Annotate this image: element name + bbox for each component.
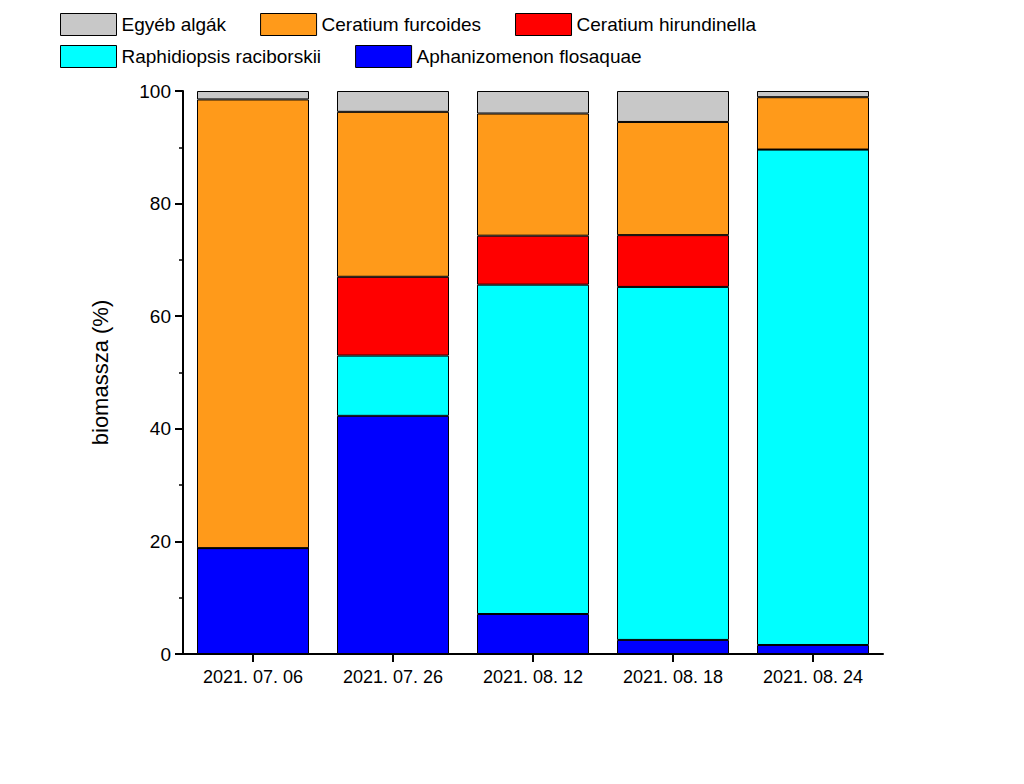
svg-text:60: 60 [150,306,171,327]
svg-text:100: 100 [139,81,171,102]
svg-text:Ceratium hirundinella: Ceratium hirundinella [577,14,757,35]
svg-text:80: 80 [150,193,171,214]
svg-text:2021. 07. 06: 2021. 07. 06 [203,667,303,687]
svg-text:Aphanizomenon flosaquae: Aphanizomenon flosaquae [417,46,642,67]
svg-text:biomassza (%): biomassza (%) [88,300,113,445]
svg-text:Ceratium furcoides: Ceratium furcoides [322,14,481,35]
svg-text:2021. 08. 12: 2021. 08. 12 [483,667,583,687]
svg-text:0: 0 [160,644,171,665]
svg-text:2021. 08. 18: 2021. 08. 18 [623,667,723,687]
svg-text:40: 40 [150,418,171,439]
svg-text:2021. 08. 24: 2021. 08. 24 [763,667,863,687]
svg-text:2021. 07. 26: 2021. 07. 26 [343,667,443,687]
svg-text:20: 20 [150,531,171,552]
svg-text:Raphidiopsis raciborskii: Raphidiopsis raciborskii [122,46,322,67]
svg-text:Egyéb algák: Egyéb algák [122,14,227,35]
